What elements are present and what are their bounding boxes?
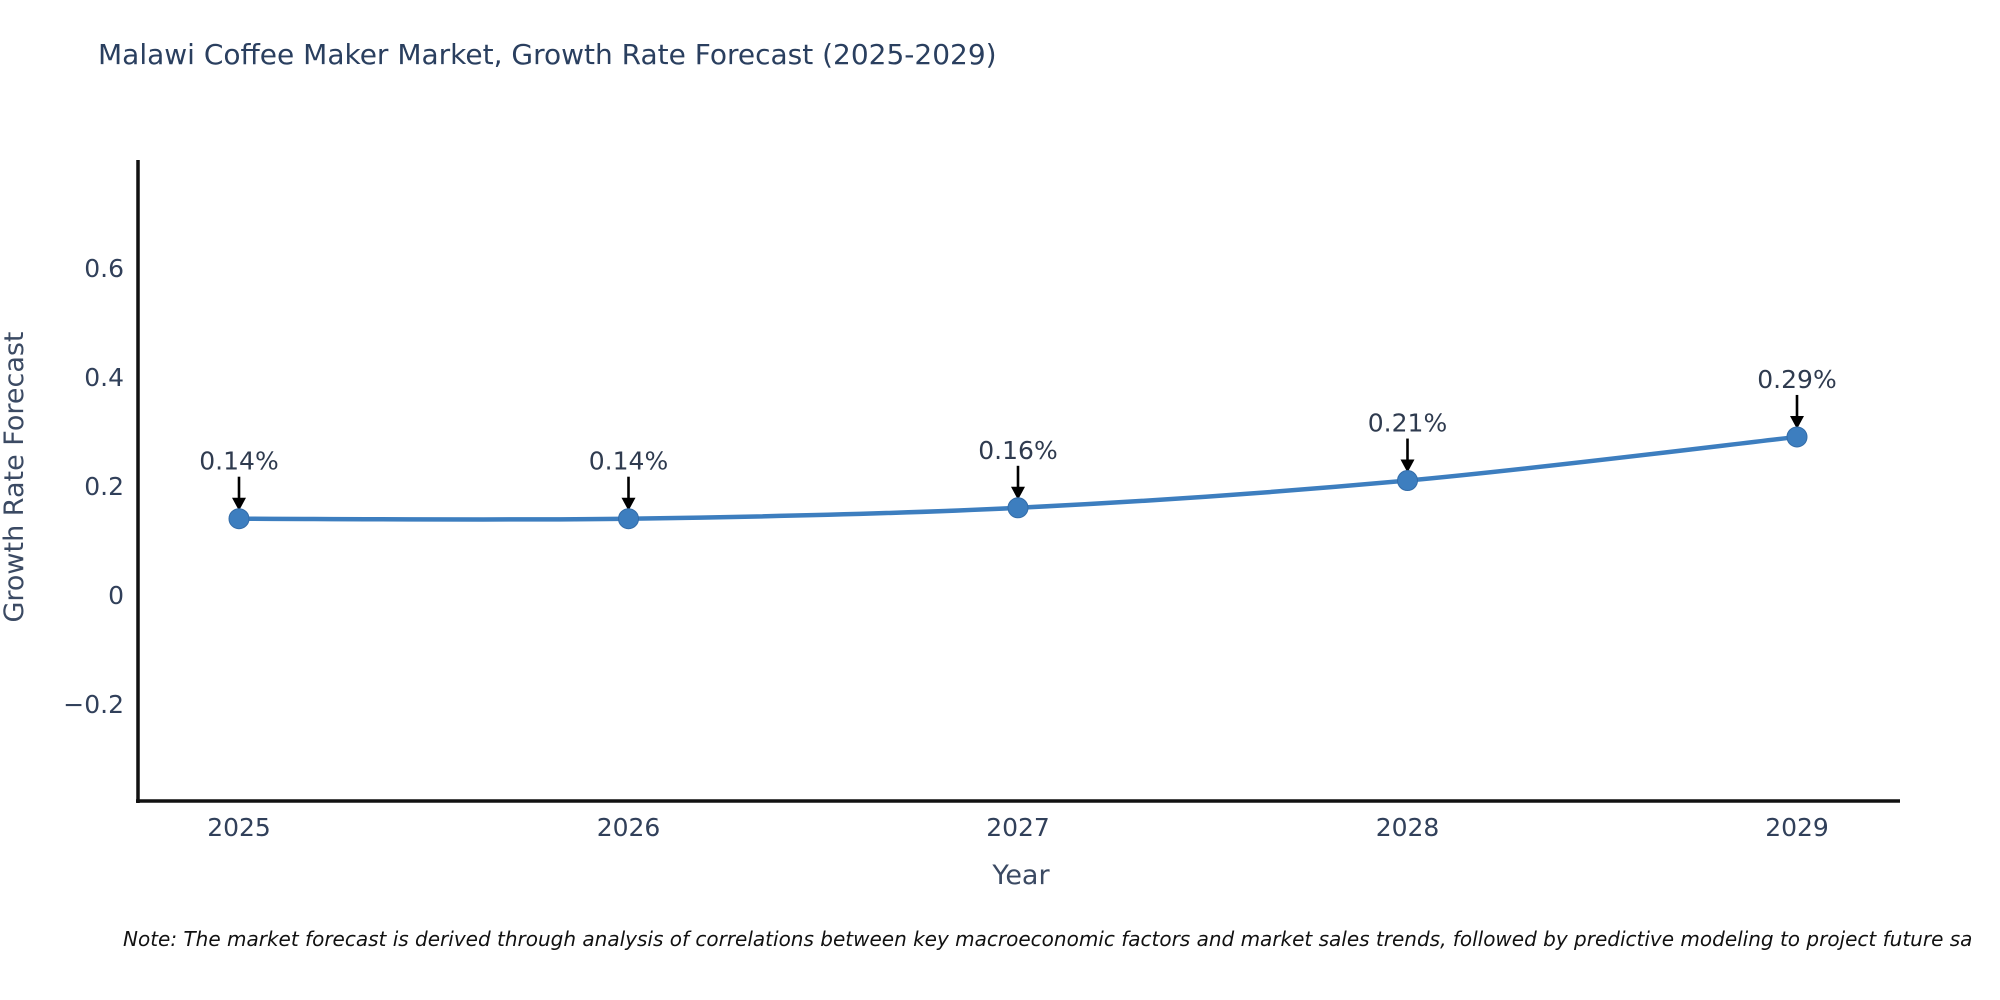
data-point-marker	[1397, 470, 1418, 492]
annotation-arrowhead	[232, 497, 246, 511]
x-tick-label: 2028	[1376, 813, 1440, 842]
annotation-arrowhead	[1790, 415, 1804, 429]
annotation-arrowhead	[1011, 486, 1025, 500]
y-tick-label: 0.6	[84, 254, 124, 283]
data-point-label: 0.29%	[1757, 365, 1836, 394]
x-tick-label: 2026	[597, 813, 661, 842]
data-point-label: 0.14%	[589, 447, 668, 476]
data-point-marker	[618, 508, 639, 530]
x-tick-label: 2029	[1765, 813, 1829, 842]
x-axis-title: Year	[991, 860, 1050, 891]
data-point-marker	[228, 508, 250, 530]
data-point-label: 0.14%	[199, 447, 278, 476]
data-point-marker	[1786, 426, 1808, 448]
y-tick-label: 0	[108, 581, 124, 610]
annotation-arrowhead	[621, 497, 636, 511]
data-point-label: 0.16%	[978, 436, 1057, 465]
y-tick-label: −0.2	[63, 690, 124, 719]
y-tick-label: 0.4	[84, 363, 124, 392]
data-point-label: 0.21%	[1368, 409, 1447, 438]
x-tick-label: 2027	[986, 813, 1050, 842]
y-tick-label: 0.2	[84, 472, 124, 501]
x-tick-label: 2025	[207, 813, 271, 842]
chart-title: Malawi Coffee Maker Market, Growth Rate …	[98, 38, 997, 71]
annotation-arrowhead	[1400, 459, 1415, 473]
chart-footnote: Note: The market forecast is derived thr…	[123, 927, 1973, 951]
y-axis-title: Growth Rate Forecast	[0, 331, 30, 622]
data-point-marker	[1007, 497, 1029, 519]
chart-content: 0.6 0.4 0.2 0 −0.2 2025 2026 2027 2028 2029 0.14% 0…	[63, 254, 1836, 842]
